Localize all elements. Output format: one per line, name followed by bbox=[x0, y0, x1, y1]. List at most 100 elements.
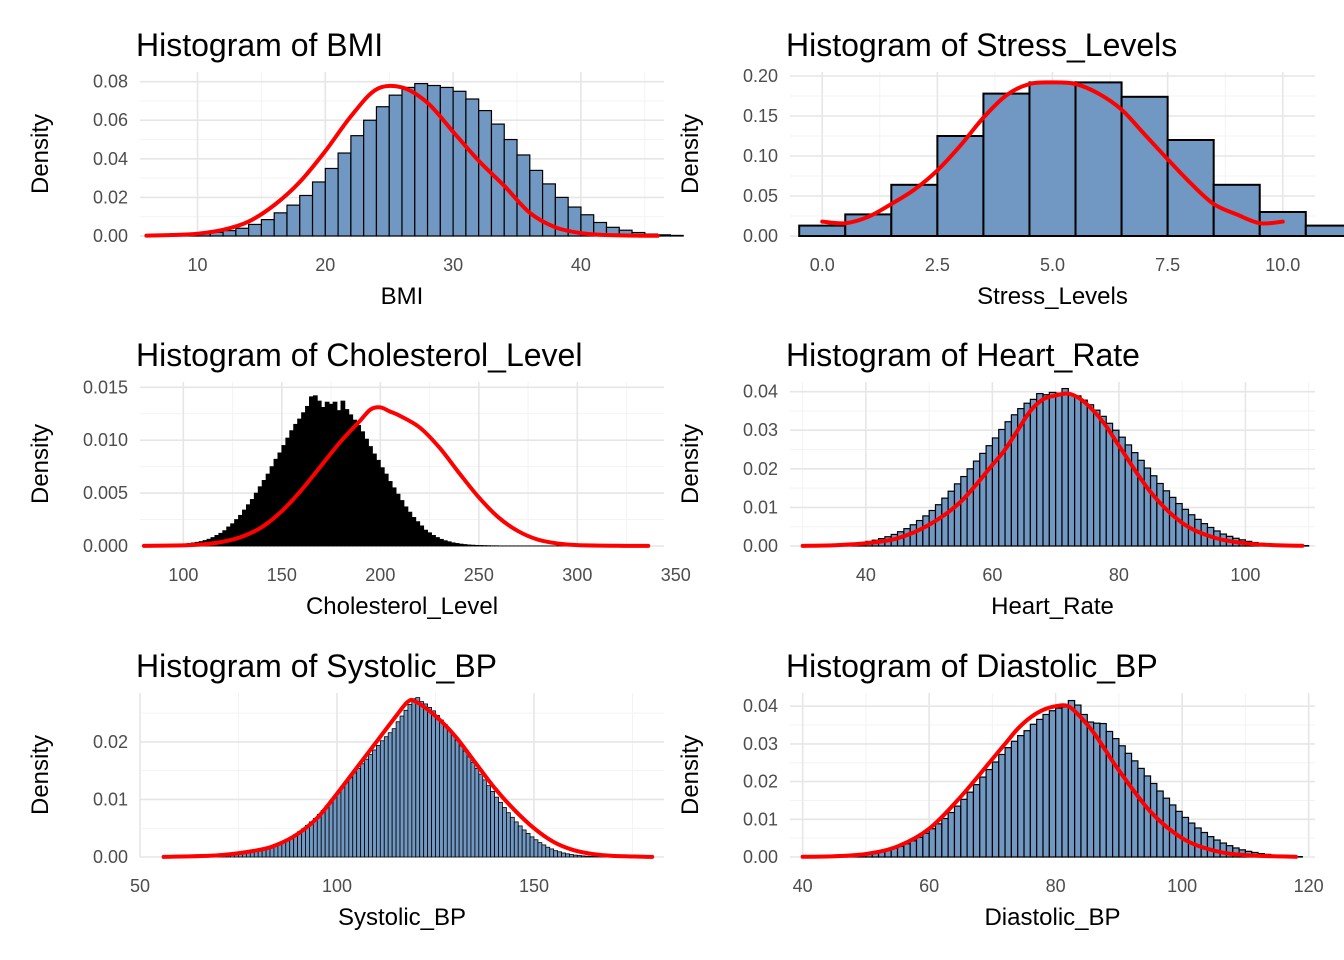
x-tick-label: 30 bbox=[443, 255, 463, 275]
histogram-bar bbox=[312, 818, 318, 858]
histogram-bar bbox=[998, 428, 1006, 547]
histogram-bar bbox=[462, 544, 468, 547]
histogram-bar bbox=[289, 430, 295, 547]
histogram-bar bbox=[360, 431, 365, 547]
x-tick-label: 50 bbox=[130, 876, 150, 896]
histogram-bar bbox=[960, 798, 968, 858]
histogram-bar bbox=[915, 836, 924, 858]
histogram-bar bbox=[1086, 721, 1095, 858]
histogram-bar bbox=[273, 458, 279, 547]
histogram-bar bbox=[387, 732, 393, 858]
histogram-bar bbox=[982, 92, 1031, 237]
histogram-bar bbox=[403, 506, 409, 547]
x-tick-label: 250 bbox=[464, 565, 494, 585]
histogram-bar bbox=[1029, 398, 1038, 547]
y-tick-label: 0.005 bbox=[83, 483, 128, 503]
x-tick-label: 300 bbox=[562, 565, 592, 585]
histogram-bar bbox=[260, 219, 275, 237]
histogram-bar bbox=[953, 483, 962, 547]
histogram-bar bbox=[521, 829, 527, 858]
histogram-bar bbox=[257, 486, 263, 547]
x-tick-label: 100 bbox=[322, 876, 352, 896]
histogram-bar bbox=[580, 855, 586, 858]
y-axis-label: Density bbox=[27, 114, 54, 194]
y-axis-label: Density bbox=[677, 114, 704, 194]
histogram-bar bbox=[1168, 496, 1177, 547]
histogram-bar bbox=[391, 487, 397, 547]
y-tick-label: 0.00 bbox=[93, 226, 128, 246]
histogram-bar bbox=[494, 796, 499, 858]
y-tick-label: 0.04 bbox=[93, 149, 128, 169]
histogram-bar bbox=[431, 710, 436, 858]
chart-title: Histogram of Stress_Levels bbox=[786, 27, 1177, 63]
x-tick-label: 7.5 bbox=[1155, 255, 1180, 275]
histogram-bar bbox=[966, 791, 975, 858]
histogram-bar bbox=[553, 850, 559, 858]
y-tick-label: 0.02 bbox=[93, 732, 128, 752]
histogram-bar bbox=[454, 543, 460, 547]
y-tick-label: 0.06 bbox=[93, 110, 128, 130]
x-tick-label: 0.0 bbox=[810, 255, 835, 275]
x-tick-label: 40 bbox=[571, 255, 591, 275]
tick-labels: 100 150 200 250 300 350 0.000 0.005 0.010 0.015 bbox=[83, 377, 691, 585]
histogram-bar bbox=[941, 817, 949, 858]
histogram-bar bbox=[979, 776, 987, 858]
histogram-bar bbox=[1028, 81, 1077, 238]
y-tick-label: 0.02 bbox=[93, 187, 128, 207]
x-tick-label: 40 bbox=[793, 876, 813, 896]
histogram-bar bbox=[403, 709, 409, 858]
chart-title: Histogram of BMI bbox=[136, 27, 383, 63]
x-axis-label: Heart_Rate bbox=[991, 593, 1114, 620]
histogram-bar bbox=[936, 135, 985, 237]
histogram-bar bbox=[1067, 699, 1076, 858]
histogram-bars bbox=[145, 82, 684, 237]
histogram-bar bbox=[572, 854, 578, 858]
y-tick-label: 0.15 bbox=[743, 106, 778, 126]
chart-title: Histogram of Heart_Rate bbox=[786, 337, 1140, 373]
histogram-bar bbox=[1213, 839, 1221, 858]
histogram-bar bbox=[340, 786, 346, 858]
histogram-bar bbox=[336, 410, 342, 547]
histogram-panel-1: 10 20 30 40 0.00 0.02 0.04 0.06 0.08 BMI Density Hi… bbox=[27, 27, 684, 310]
y-axis-label: Density bbox=[677, 735, 704, 815]
histogram-bar bbox=[486, 785, 492, 858]
histogram-bar bbox=[1130, 760, 1139, 858]
histogram-bar bbox=[454, 739, 460, 858]
histogram-panel-6: 40 60 80 100 120 0.00 0.01 0.02 0.03 0.04 Diastoli… bbox=[677, 648, 1324, 931]
density-curve bbox=[161, 697, 655, 859]
histogram-bar bbox=[966, 468, 975, 547]
x-tick-label: 10 bbox=[187, 255, 207, 275]
histogram-bar bbox=[517, 825, 523, 858]
histogram-bar bbox=[1099, 415, 1107, 547]
histogram-bar bbox=[1149, 782, 1158, 858]
histogram-bar bbox=[529, 169, 544, 237]
histogram-bar bbox=[301, 412, 306, 547]
histogram-bar bbox=[309, 396, 314, 547]
histogram-bar bbox=[245, 504, 251, 547]
histogram-bar bbox=[928, 828, 937, 858]
histogram-bar bbox=[423, 529, 429, 547]
histogram-bar bbox=[411, 517, 417, 547]
y-tick-label: 0.00 bbox=[93, 847, 128, 867]
histogram-bar bbox=[549, 848, 555, 858]
histogram-bar bbox=[293, 423, 298, 547]
histogram-bar bbox=[368, 446, 373, 547]
histogram-bar bbox=[509, 816, 515, 858]
histogram-bar bbox=[297, 418, 302, 547]
y-tick-label: 0.010 bbox=[83, 430, 128, 450]
histogram-bar bbox=[466, 544, 472, 547]
histogram-bar bbox=[584, 855, 590, 858]
histogram-bar bbox=[442, 724, 448, 858]
histogram-bar bbox=[360, 763, 365, 858]
histogram-bar bbox=[364, 438, 369, 547]
histogram-bar bbox=[299, 194, 314, 237]
histogram-bar bbox=[222, 530, 228, 547]
tick-labels: 40 60 80 100 0.00 0.01 0.02 0.03 0.04 bbox=[743, 382, 1260, 585]
histogram-bar bbox=[1143, 467, 1152, 547]
x-tick-label: 150 bbox=[267, 565, 297, 585]
histogram-bar bbox=[253, 492, 259, 547]
histogram-bar bbox=[277, 452, 283, 547]
histogram-bar bbox=[506, 812, 511, 858]
histogram-bar bbox=[1086, 404, 1095, 547]
histogram-bar bbox=[446, 729, 452, 858]
